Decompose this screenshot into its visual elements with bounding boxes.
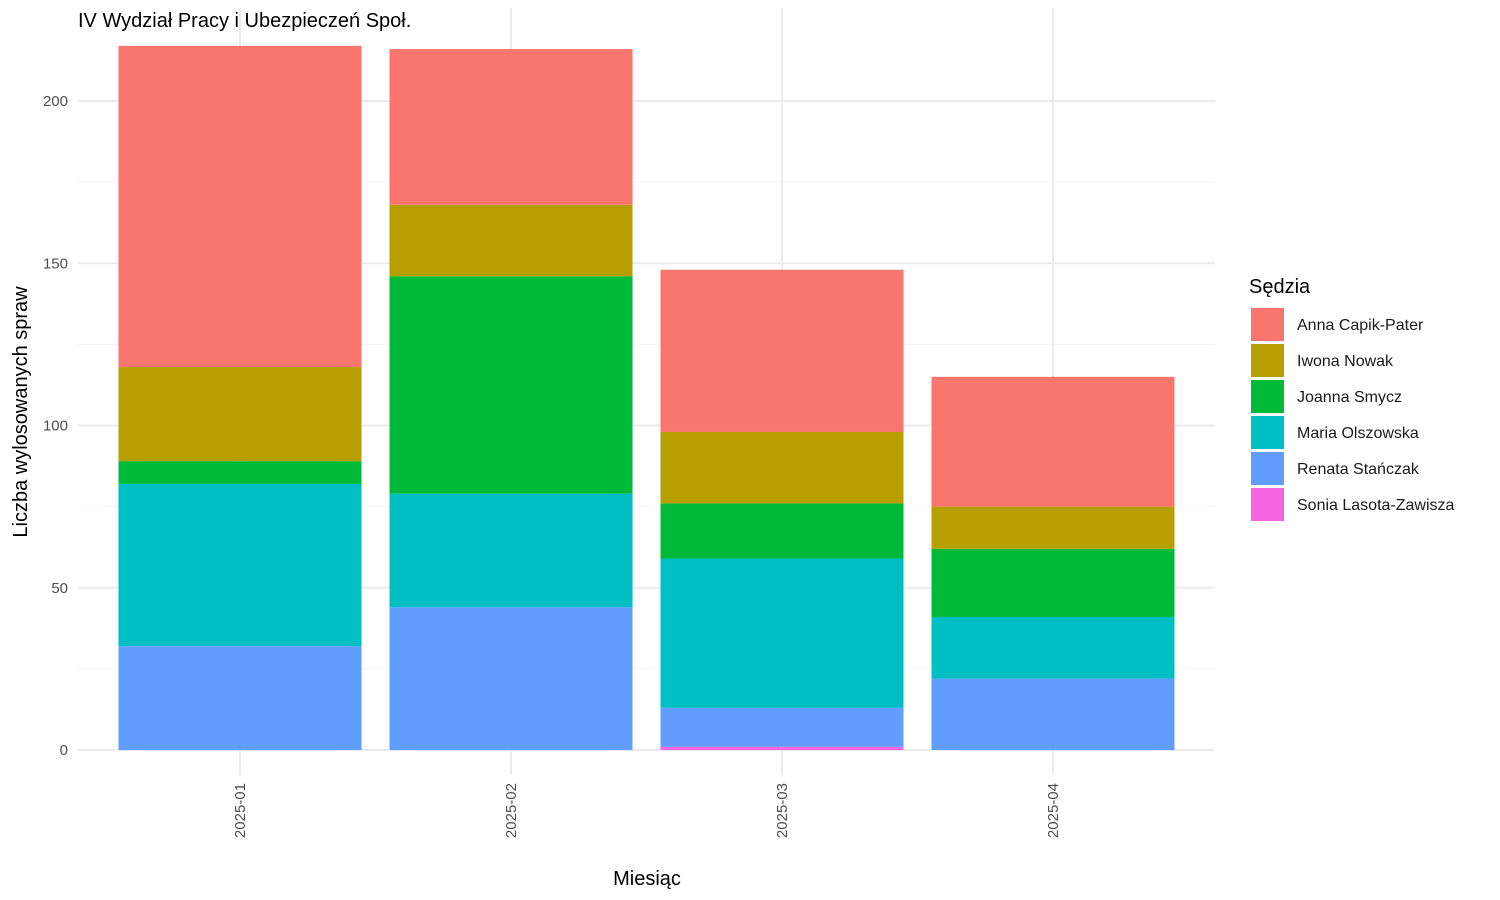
legend-label: Sonia Lasota-Zawisza — [1297, 497, 1455, 514]
bar-segment — [118, 45, 362, 368]
x-axis-title: Miesiąc — [613, 868, 681, 890]
bar-segment — [389, 276, 633, 494]
y-tick-label: 200 — [43, 93, 68, 110]
bars — [118, 45, 1175, 750]
bar-segment — [931, 678, 1175, 750]
y-tick-label: 0 — [60, 742, 68, 759]
bar-segment — [118, 461, 362, 484]
bar-segment — [118, 367, 362, 462]
bar-segment — [660, 707, 904, 747]
y-tick-label: 50 — [51, 580, 68, 597]
legend-swatch — [1251, 344, 1284, 377]
legend-label: Joanna Smycz — [1297, 389, 1402, 406]
x-tick-label: 2025-01 — [232, 783, 249, 838]
bar-segment — [389, 49, 633, 205]
bar-segment — [118, 483, 362, 647]
legend-swatch — [1251, 308, 1284, 341]
bar-segment — [660, 503, 904, 559]
x-tick-label: 2025-04 — [1045, 783, 1062, 838]
legend-label: Anna Capik-Pater — [1297, 317, 1424, 334]
bar-segment — [931, 506, 1175, 549]
y-tick-label: 100 — [43, 418, 68, 435]
legend-swatch — [1251, 452, 1284, 485]
y-axis-ticks: 0 50 100 150 200 — [43, 93, 68, 759]
x-tick-label: 2025-02 — [503, 783, 520, 838]
chart-title: IV Wydział Pracy i Ubezpieczeń Społ. — [78, 10, 411, 32]
legend-label: Iwona Nowak — [1297, 353, 1394, 370]
bar-segment — [660, 269, 904, 432]
bar-segment — [389, 607, 633, 750]
legend-swatch — [1251, 380, 1284, 413]
legend-label: Renata Stańczak — [1297, 461, 1420, 478]
bar-stack-2025-04 — [931, 376, 1175, 750]
legend-title: Sędzia — [1249, 276, 1311, 298]
bar-stack-2025-01 — [118, 45, 362, 750]
legend-swatch — [1251, 488, 1284, 521]
bar-stack-2025-03 — [660, 269, 904, 750]
y-axis-title: Liczba wylosowanych spraw — [10, 286, 32, 538]
legend-swatch — [1251, 416, 1284, 449]
x-tick-label: 2025-03 — [774, 783, 791, 838]
bar-segment — [660, 431, 904, 504]
bar-segment — [389, 204, 633, 277]
bar-segment — [931, 616, 1175, 679]
bar-segment — [931, 376, 1175, 507]
bar-segment — [389, 493, 633, 608]
bar-stack-2025-02 — [389, 49, 633, 750]
legend-label: Maria Olszowska — [1297, 425, 1419, 442]
bar-segment — [118, 646, 362, 750]
legend: Sędzia Anna Capik-Pater Iwona Nowak Joanna… — [1249, 276, 1455, 521]
bar-segment — [931, 548, 1175, 617]
bar-segment — [660, 746, 904, 750]
bar-segment — [660, 558, 904, 708]
x-axis-ticks: 2025-01 2025-02 2025-03 2025-04 — [232, 783, 1062, 838]
y-tick-label: 150 — [43, 255, 68, 272]
